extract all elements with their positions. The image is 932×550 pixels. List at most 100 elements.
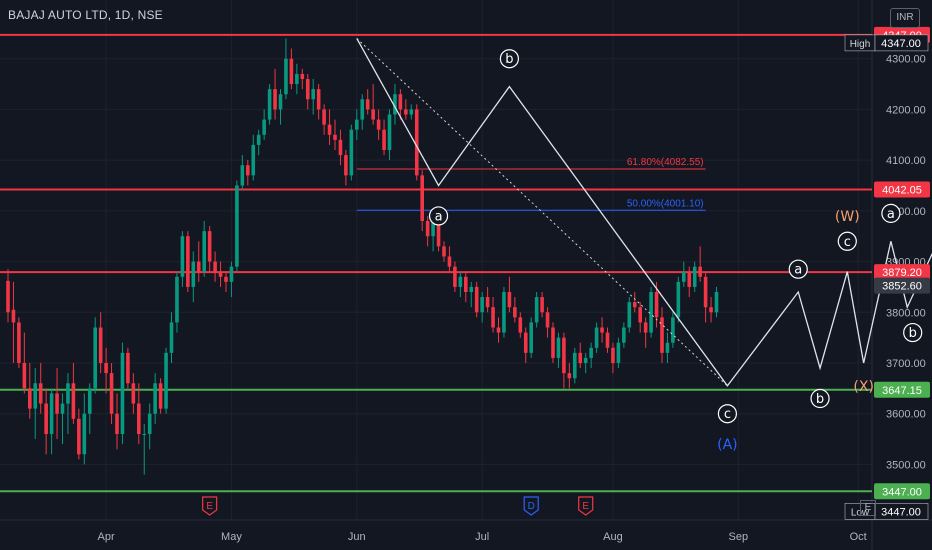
scale-button[interactable]: E (860, 500, 876, 516)
candle-body (442, 246, 446, 257)
y-tick-label: 4200.00 (886, 104, 926, 116)
candle-body (436, 221, 441, 247)
candle-body (594, 327, 599, 348)
price-tag (874, 181, 930, 198)
candle-body (38, 383, 43, 404)
y-tick-label: 3500.00 (886, 459, 926, 471)
candle-body (638, 307, 642, 323)
candle-body (491, 307, 495, 328)
x-tick-label: May (221, 531, 242, 543)
candle-body (687, 271, 692, 287)
candle-body (153, 383, 157, 414)
candle-body (502, 292, 506, 333)
candle-body (207, 231, 212, 262)
candle-body (627, 302, 632, 328)
event-marker (578, 496, 594, 516)
candle-body (98, 327, 103, 363)
candle-body (44, 403, 48, 434)
candle-body (469, 286, 474, 292)
candle-body (256, 134, 261, 145)
y-tick-label: 4100.00 (886, 155, 926, 167)
candle-body (485, 297, 490, 308)
candle-body (82, 413, 87, 455)
candle-body (300, 73, 305, 79)
price-tag-label: 3647.15 (882, 385, 922, 397)
candle-body (180, 236, 185, 277)
candle-body (55, 393, 59, 414)
wave-label: (X) (853, 379, 874, 395)
highlow-tag-label: High (850, 39, 871, 50)
candle-body (540, 297, 544, 313)
candle-body (213, 261, 217, 272)
candle-body (235, 185, 239, 267)
candle-body (622, 327, 626, 343)
candle-body (376, 119, 381, 130)
candle-body (355, 119, 359, 130)
candle-body (28, 388, 32, 409)
y-tick-label: 3600.00 (886, 409, 926, 421)
wave-label: (W) (835, 209, 860, 225)
wave-label: b (909, 326, 917, 341)
candle-body (480, 297, 484, 313)
candle-body (676, 281, 681, 318)
candle-body (464, 276, 468, 292)
candle-body (262, 119, 266, 135)
candle-body (17, 322, 21, 363)
candle-body (115, 413, 119, 434)
wave-label-circle (881, 203, 901, 223)
candle-body (202, 231, 206, 272)
candle-body (562, 337, 566, 374)
candle-body (142, 434, 147, 435)
candle-body (60, 403, 65, 414)
highlow-price-label: 3447.00 (881, 506, 921, 518)
currency-button[interactable]: INR (890, 8, 920, 28)
candle-body (398, 94, 403, 110)
candle-body (267, 89, 272, 120)
candle-body (605, 332, 610, 348)
candle-body (131, 383, 136, 404)
candle-body (6, 280, 10, 313)
candle-body (425, 221, 430, 237)
candle-body (404, 109, 408, 115)
candle-body (186, 236, 190, 287)
highlow-price-label: 4347.00 (881, 38, 921, 50)
candle-body (338, 139, 343, 156)
candle-body (71, 383, 76, 419)
chart-title: BAJAJ AUTO LTD, 1D, NSE (8, 8, 163, 22)
candle-body (158, 383, 163, 409)
candle-body (409, 109, 414, 115)
candle-body (349, 129, 354, 176)
candle-body (126, 352, 130, 384)
candle-body (567, 373, 572, 379)
candle-body (643, 322, 648, 333)
candle-body (474, 286, 479, 313)
x-tick-label: Sep (729, 531, 749, 543)
wave-label-circle (903, 322, 923, 343)
candle-body (534, 297, 539, 323)
candle-body (49, 393, 54, 434)
candle-body (104, 363, 108, 374)
price-tag (874, 264, 930, 281)
candle-body (344, 155, 348, 176)
price-tag-label: 3879.20 (882, 267, 922, 279)
candle-body (556, 337, 561, 358)
candle-body (109, 373, 114, 414)
elliott-wave-path (356, 38, 932, 387)
candle-body (66, 383, 70, 404)
candle-body (365, 99, 370, 110)
candle-body (327, 124, 332, 135)
candle-body (414, 109, 419, 176)
event-marker (523, 496, 539, 516)
candle-body (22, 363, 27, 389)
candle-body (77, 418, 81, 455)
candle-body (654, 292, 659, 318)
candle-body (507, 292, 512, 308)
candle-body (616, 342, 621, 363)
candle-body (692, 266, 697, 287)
event-marker (202, 496, 218, 516)
candle-body (393, 94, 397, 115)
fib-label: 50.00%(4001.10) (627, 198, 704, 209)
candle-body (513, 307, 517, 318)
